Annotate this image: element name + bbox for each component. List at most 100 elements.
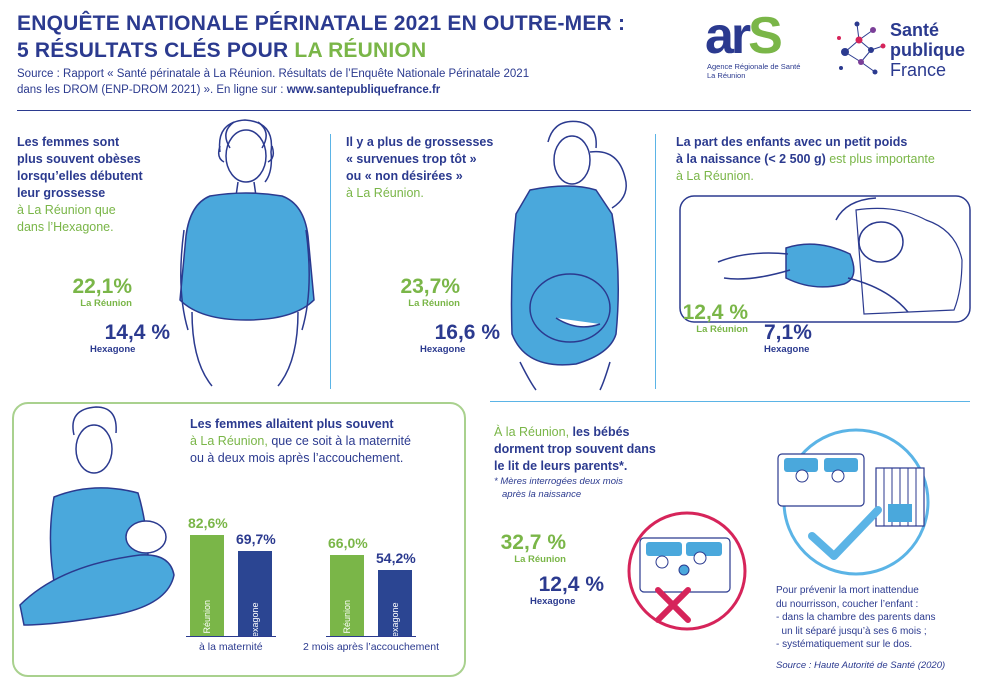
chart-axis-line <box>326 636 416 637</box>
p2-line1: Il y a plus de grossesses <box>346 135 494 149</box>
ars-letters: ar <box>705 7 751 65</box>
chart-bar-series-label: Hexagone <box>250 602 260 644</box>
p3-stat-hexagone: 7,1% Hexagone <box>764 321 824 356</box>
title-line-1: ENQUÊTE NATIONALE PÉRINATALE 2021 EN OUT… <box>17 12 626 35</box>
source-url-link[interactable]: www.santepubliquefrance.fr <box>286 84 441 96</box>
page-title: ENQUÊTE NATIONALE PÉRINATALE 2021 EN OUT… <box>17 10 625 64</box>
spf-line-2: publique <box>890 40 965 60</box>
ars-sub-1: Agence Régionale de Santé <box>707 62 801 71</box>
p5-note2: après la naissance <box>502 489 582 500</box>
woman-illustration <box>179 119 315 387</box>
p1-green: à La Réunion <box>17 203 92 217</box>
chart-bar-series-label: La Réunion <box>342 599 352 647</box>
source-line-1: Source : Rapport « Santé périnatale à La… <box>17 68 530 80</box>
chart-data-label: 66,0% <box>328 535 368 551</box>
p1-line3: lorsqu’elles débutent <box>17 169 143 183</box>
p1-line2: plus souvent obèses <box>17 152 141 166</box>
p4-line3: ou à deux mois après l’accouchement. <box>190 451 404 465</box>
p5-advice1: Pour prévenir la mort inattendue <box>776 585 919 596</box>
p5-line1: À la Réunion, les bébés <box>494 424 734 441</box>
separate-crib-check-icon <box>777 428 930 576</box>
p1-stat-reunion: 22,1% La Réunion <box>40 275 132 310</box>
header-divider <box>17 110 971 111</box>
breastfeeding-panel <box>12 402 466 677</box>
p3-line3: à La Réunion. <box>676 169 754 183</box>
spf-line-1: Santé <box>890 20 940 40</box>
panel3-text: La part des enfants avec un petit poids … <box>676 134 976 185</box>
p2-line3: ou « non désirées » <box>346 169 463 183</box>
p2-stat-reunion-label: La Réunion <box>408 298 460 309</box>
p2-line4: à La Réunion. <box>346 186 424 200</box>
title-highlight: LA RÉUNION <box>294 39 427 62</box>
ars-wordmark: arS <box>705 6 783 66</box>
p5-note1: * Mères interrogées deux mois <box>494 476 623 487</box>
p5-bold1: les bébés <box>569 425 630 439</box>
source-prefix: dans les DROM (ENP-DROM 2021) ». En lign… <box>17 84 287 96</box>
chart-bar-hexagone-1: Hexagone <box>378 570 412 644</box>
p4-line2: à La Réunion, que ce soit à la maternité <box>190 433 460 450</box>
spf-logo: Santé publique France <box>835 18 980 88</box>
p5-stat-reunion-label: La Réunion <box>514 554 566 565</box>
p1-stat-reunion-label: La Réunion <box>80 298 132 309</box>
title-prefix: 5 RÉSULTATS CLÉS POUR <box>17 39 295 62</box>
chart-axis-line <box>186 636 276 637</box>
p2-stat-reunion: 23,7% La Réunion <box>364 275 460 310</box>
panel5-top-divider <box>490 401 970 402</box>
baby-illustration <box>679 195 971 323</box>
p5-stat-reunion-value: 32,7 % <box>500 531 566 554</box>
p1-stat-hexagone-value: 14,4 % <box>104 321 170 344</box>
breastfeeding-chart: La Réunion 82,6% Hexagone 69,7% à la materni… <box>186 510 460 658</box>
p5-advice5: - systématiquement sur le dos. <box>776 639 913 650</box>
p3-stat-reunion-value: 12,4 % <box>682 301 748 324</box>
p1-que: que <box>91 203 116 217</box>
p5-stat-hexagone: 12,4 % Hexagone <box>530 573 604 608</box>
p3-stat-reunion-label: La Réunion <box>696 324 748 335</box>
p1-stat-hexagone: 14,4 % Hexagone <box>90 321 170 356</box>
pregnant-woman-illustration <box>510 120 627 391</box>
p1-line4: leur grossesse <box>17 186 106 200</box>
chart-data-label: 54,2% <box>376 550 416 566</box>
source-line-2: dans les DROM (ENP-DROM 2021) ». En lign… <box>17 82 529 98</box>
ars-s-letter: S <box>748 7 783 65</box>
p1-stat-reunion-value: 22,1% <box>72 275 132 298</box>
p3-stat-hexagone-label: Hexagone <box>764 344 810 355</box>
panel2-text: Il y a plus de grossesses « survenues tr… <box>346 134 526 202</box>
p5-advice4: un lit séparé jusqu’à ses 6 mois ; <box>776 625 927 637</box>
p5-stat-hexagone-value: 12,4 % <box>538 573 604 596</box>
p4-green: à La Réunion, <box>190 434 268 448</box>
p5-stat-reunion: 32,7 % La Réunion <box>490 531 566 566</box>
panel-divider-2 <box>655 134 656 389</box>
title-line-2: 5 RÉSULTATS CLÉS POUR LA RÉUNION <box>17 37 625 64</box>
p5-footnote: * Mères interrogées deux mois après la n… <box>494 475 623 501</box>
chart-category-label: 2 mois après l’accouchement <box>303 641 439 653</box>
spf-line-3: France <box>890 60 947 80</box>
p4-navy1: que ce soit à la maternité <box>267 434 411 448</box>
chart-data-label: 82,6% <box>188 515 228 531</box>
p3-bold2: à la naissance (< 2 500 g) <box>676 152 826 166</box>
p2-stat-reunion-value: 23,7% <box>400 275 460 298</box>
p5-advice2: du nourrisson, coucher l’enfant : <box>776 598 919 610</box>
panel4-text: Les femmes allaitent plus souvent à La R… <box>190 416 460 467</box>
spf-network-icon <box>837 21 886 75</box>
cosleeping-cross-icon <box>627 511 747 631</box>
panel1-text: Les femmes sont plus souvent obèses lors… <box>17 134 207 236</box>
p2-stat-hexagone-value: 16,6 % <box>434 321 500 344</box>
p2-stat-hexagone: 16,6 % Hexagone <box>420 321 500 356</box>
chart-bar-reunion-1: La Réunion <box>330 555 364 646</box>
p5-green: À la Réunion, <box>494 425 570 439</box>
p3-line1: La part des enfants avec un petit poids <box>676 135 908 149</box>
panel-divider-1 <box>330 134 331 389</box>
p2-stat-hexagone-label: Hexagone <box>420 344 466 355</box>
spf-wordmark: Santé publique France <box>890 20 965 80</box>
p5-line2: dorment trop souvent dans <box>494 442 656 456</box>
breastfeeding-illustration <box>19 406 175 626</box>
p3-green1: est plus importante <box>825 152 935 166</box>
p5-advice3: - dans la chambre des parents dans <box>776 612 936 623</box>
p2-line2: « survenues trop tôt » <box>346 152 477 166</box>
p3-stat-hexagone-value: 7,1% <box>764 321 812 344</box>
p5-stat-hexagone-label: Hexagone <box>530 596 576 607</box>
ars-sub-2: La Réunion <box>707 71 746 80</box>
chart-bar-series-label: Hexagone <box>390 602 400 644</box>
source-text: Source : Rapport « Santé périnatale à La… <box>17 66 529 98</box>
p1-line5: à La Réunion que <box>17 202 207 219</box>
